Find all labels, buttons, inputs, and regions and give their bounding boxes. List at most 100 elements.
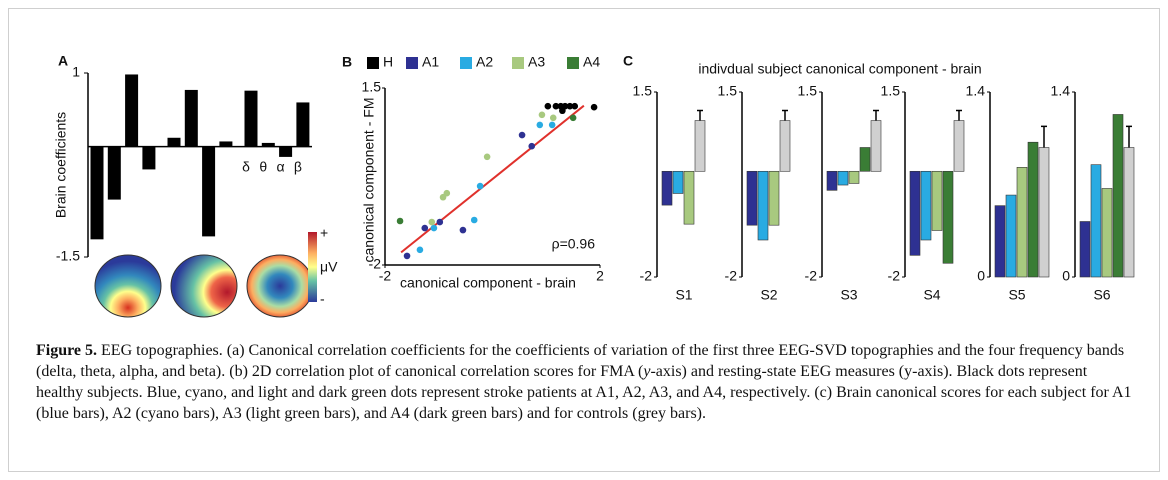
legend-swatch xyxy=(567,57,579,69)
bar xyxy=(1005,194,1017,278)
caption-text: -axis) and resting-state EEG measures (y… xyxy=(36,363,1132,422)
bar xyxy=(870,120,882,172)
topography xyxy=(246,254,314,318)
y-tick-label: -2 xyxy=(640,268,653,284)
point xyxy=(443,189,451,197)
point xyxy=(421,224,429,232)
topography xyxy=(170,254,238,318)
x-axis-label: S2 xyxy=(760,287,777,303)
caption: Figure 5. EEG topographies. (a) Canonica… xyxy=(36,340,1136,424)
x-axis-label: S3 xyxy=(840,287,857,303)
y-tick-label: -2 xyxy=(369,256,382,272)
point xyxy=(518,131,526,139)
legend-swatch xyxy=(367,57,379,69)
point xyxy=(416,246,424,254)
x-axis-label: S6 xyxy=(1093,287,1110,303)
bar xyxy=(184,89,198,147)
bar xyxy=(107,146,121,200)
bar xyxy=(931,170,943,231)
colorbar xyxy=(308,232,317,302)
bar xyxy=(202,146,216,237)
colorbar-label: μV xyxy=(320,259,338,275)
chart-title: indivdual subject canonical component - … xyxy=(698,61,981,77)
legend-label: H xyxy=(383,54,393,70)
caption-text: EEG topographies. (a) Canonical correlat… xyxy=(36,342,1125,380)
x-tick-label: 2 xyxy=(596,268,604,284)
bar xyxy=(837,170,849,186)
point xyxy=(459,226,467,234)
point xyxy=(483,153,491,161)
bar xyxy=(167,137,181,147)
bar xyxy=(694,120,706,172)
y-tick-label: 0 xyxy=(977,268,985,284)
legend-label: A1 xyxy=(422,54,439,70)
point xyxy=(552,102,560,110)
bar xyxy=(1038,147,1050,278)
legend-swatch xyxy=(512,57,524,69)
figure-frame xyxy=(8,8,1160,472)
bar xyxy=(1016,167,1028,278)
bar xyxy=(994,205,1006,278)
colorbar-label: + xyxy=(320,225,328,241)
topography xyxy=(94,254,162,318)
y-axis-label: canonical component - FM xyxy=(361,98,377,263)
y-axis-label: Brain coefficients xyxy=(53,112,69,218)
bar xyxy=(90,146,104,240)
legend-label: A3 xyxy=(528,54,545,70)
point xyxy=(528,142,536,150)
point xyxy=(430,224,438,232)
bar xyxy=(1112,114,1124,278)
point xyxy=(476,182,484,190)
caption-text: y xyxy=(643,363,651,380)
bar xyxy=(244,90,258,147)
bar xyxy=(909,170,921,256)
y-tick-label: -2 xyxy=(805,268,818,284)
y-tick-label: 1.5 xyxy=(798,83,818,99)
legend-swatch xyxy=(460,57,472,69)
bar xyxy=(768,170,780,226)
point xyxy=(536,121,544,129)
legend-label: A2 xyxy=(476,54,493,70)
legend-label: A4 xyxy=(583,54,600,70)
bar xyxy=(296,102,310,147)
bar xyxy=(848,170,860,184)
y-tick-label: 1.5 xyxy=(718,83,738,99)
y-tick-label: -2 xyxy=(888,268,901,284)
x-axis-label: S5 xyxy=(1008,287,1025,303)
y-tick-label: 0 xyxy=(1062,268,1070,284)
y-tick-label: 1.4 xyxy=(966,83,986,99)
point xyxy=(428,218,436,226)
legend-swatch xyxy=(406,57,418,69)
bar xyxy=(219,141,233,147)
point xyxy=(590,103,598,111)
fit-line xyxy=(400,104,585,254)
bar xyxy=(261,142,275,147)
point xyxy=(538,111,546,119)
point xyxy=(566,102,574,110)
colorbar-label: - xyxy=(320,291,325,307)
bar xyxy=(1123,147,1135,278)
point xyxy=(396,217,404,225)
bar xyxy=(826,170,838,191)
y-tick-label: 1 xyxy=(72,64,80,80)
bar xyxy=(1027,141,1039,278)
point xyxy=(549,114,557,122)
x-axis-label: canonical component - brain xyxy=(400,275,576,291)
bar xyxy=(859,147,871,172)
bar xyxy=(672,170,684,194)
bar xyxy=(953,120,965,172)
y-tick-label: 1.5 xyxy=(881,83,901,99)
x-tick-label: β xyxy=(294,159,302,175)
topographies xyxy=(94,232,317,318)
bar xyxy=(1101,188,1113,278)
point xyxy=(436,218,444,226)
bar xyxy=(661,170,673,206)
y-tick-label: -1.5 xyxy=(56,248,80,264)
x-axis-label: S4 xyxy=(923,287,940,303)
bar xyxy=(746,170,758,226)
annotation: ρ=0.96 xyxy=(552,236,596,252)
panel-label: B xyxy=(342,54,352,70)
bar xyxy=(779,120,791,172)
